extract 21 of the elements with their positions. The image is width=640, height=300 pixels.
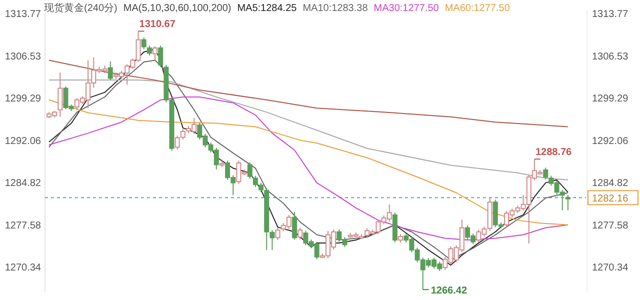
y2-tick-label: 1270.34 bbox=[592, 262, 629, 274]
annotation: 1288.76 bbox=[535, 147, 572, 158]
y-tick-label: 1284.82 bbox=[4, 178, 42, 190]
annotation: 1310.67 bbox=[139, 19, 176, 30]
y-tick-label: 1270.34 bbox=[4, 262, 42, 274]
y-tick-label: 1292.06 bbox=[4, 136, 42, 147]
y-tick-label: 1306.53 bbox=[4, 51, 42, 62]
y2-tick-label: 1306.53 bbox=[592, 51, 629, 62]
chart-title: 现货黄金(240分) bbox=[44, 2, 118, 14]
y2-tick-label: 1284.82 bbox=[592, 178, 629, 190]
legend: MA5:1284.25 MA10:1283.38 MA30:1277.50 MA60:1277.50 bbox=[237, 3, 510, 14]
y2-tick-label: 1292.06 bbox=[592, 136, 629, 147]
chart-subtitle: MA(5,10,30,60,100,200) bbox=[123, 3, 232, 14]
y2-tick-label: 1313.77 bbox=[592, 9, 629, 20]
y-tick-label: 1313.77 bbox=[4, 9, 42, 20]
y-tick-label: 1277.58 bbox=[4, 220, 42, 232]
annotation: 1266.42 bbox=[430, 286, 468, 297]
y-tick-label: 1299.29 bbox=[4, 94, 42, 105]
y2-tick-label: 1299.29 bbox=[592, 94, 629, 105]
y2-tick-label: 1277.58 bbox=[592, 220, 629, 232]
ref-line-label: 1282.16 bbox=[592, 194, 629, 205]
